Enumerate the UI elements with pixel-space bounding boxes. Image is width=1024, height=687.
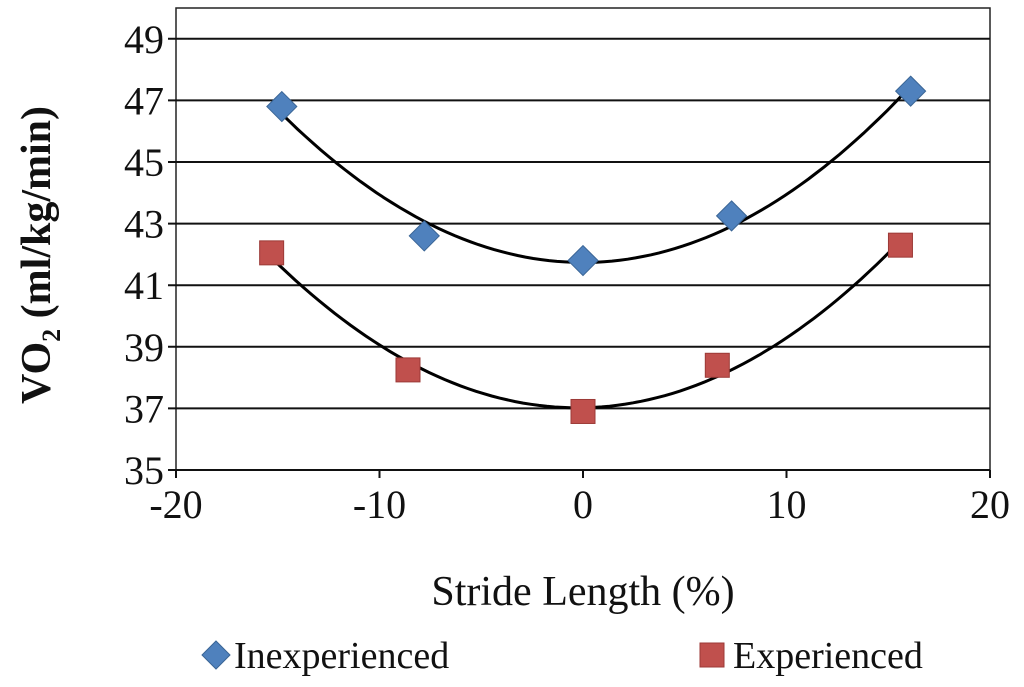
y-tick-label: 47 [124,78,164,123]
point-inexperienced [567,244,599,277]
y-tick-label: 49 [124,17,164,62]
legend-marker-experienced [699,642,725,668]
legend-marker-inexperienced [201,640,231,670]
y-tick-label: 39 [124,325,164,370]
x-axis-label: Stride Length (%) [431,569,734,615]
point-inexperienced [715,200,748,232]
point-experienced [259,240,285,266]
y-tick-label: 45 [124,140,164,185]
x-tick-label: -10 [353,482,406,527]
point-inexperienced [266,90,298,123]
axis-ticks: 35 37 39 41 43 45 47 49 -20 -10 0 10 20 [124,17,1010,527]
legend-label-inexperienced: Inexperienced [234,635,449,677]
trendline-inexperienced [280,85,912,265]
y-tick-label: 37 [124,386,164,431]
x-tick-label: 10 [767,482,807,527]
point-experienced [704,352,730,378]
trendlines [270,85,912,410]
x-tick-label: 20 [970,482,1010,527]
point-experienced [395,357,421,383]
point-experienced [570,398,596,424]
legend: Inexperienced Experienced [201,635,923,677]
x-tick-label: -20 [149,482,202,527]
point-inexperienced [408,220,440,252]
data-points [259,75,927,424]
y-axis-label: VO2 (ml/kg/min) [14,106,66,404]
x-tick-label: 0 [573,482,593,527]
point-experienced [887,232,913,258]
y-tick-label: 35 [124,448,164,493]
y-tick-label: 43 [124,202,164,247]
legend-label-experienced: Experienced [733,635,923,677]
y-tick-label: 41 [124,263,164,308]
point-inexperienced [894,75,927,107]
